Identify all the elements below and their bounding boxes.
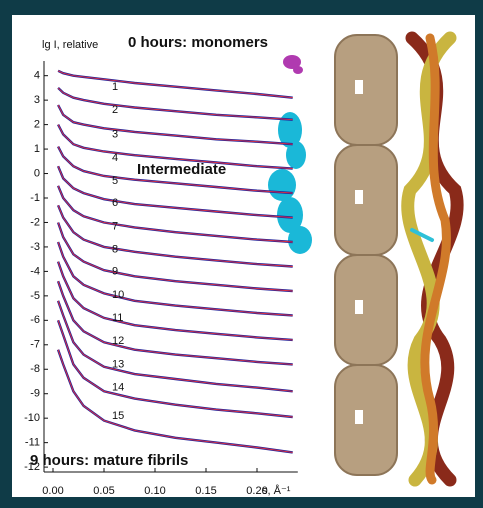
curve-label: 8 [112, 243, 118, 255]
curve-label: 14 [112, 382, 124, 394]
y-tick-label: 3 [34, 94, 40, 106]
curve-label: 6 [112, 197, 118, 209]
x-tick-label: 0.15 [195, 485, 216, 497]
y-tick-label: -9 [30, 388, 40, 400]
curve-label: 2 [112, 104, 118, 116]
x-tick-label: 0.05 [93, 485, 114, 497]
annotation-end: 9 hours: mature fibrils [30, 452, 188, 469]
y-tick-label: -4 [30, 265, 40, 277]
y-tick-label: -12 [24, 461, 40, 473]
y-tick-label: -6 [30, 314, 40, 326]
y-tick-label: 0 [34, 167, 40, 179]
annotation-start: 0 hours: monomers [128, 34, 268, 51]
y-tick-label: -11 [25, 437, 40, 449]
y-axis-label: lg I, relative [42, 39, 98, 51]
curve-label: 10 [112, 289, 124, 301]
x-tick-label: 0.20 [246, 485, 267, 497]
y-tick-label: -5 [30, 290, 40, 302]
figure: lg I, relative 0 hours: monomers Interme… [0, 0, 483, 503]
y-tick-label: -7 [30, 339, 40, 351]
y-tick-label: 2 [34, 119, 40, 131]
curve-label: 13 [112, 358, 124, 370]
curve-label: 7 [112, 220, 118, 232]
curve-label: 15 [112, 410, 124, 422]
y-tick-label: -1 [30, 192, 40, 204]
panel [12, 15, 475, 497]
y-tick-label: -8 [30, 363, 40, 375]
annotation-middle: Intermediate [137, 161, 226, 178]
curve-label: 11 [112, 312, 123, 324]
x-tick-label: 0.00 [42, 485, 63, 497]
y-tick-label: 1 [34, 143, 40, 155]
y-tick-label: 4 [34, 70, 40, 82]
curve-label: 5 [112, 175, 118, 187]
x-tick-label: 0.10 [144, 485, 165, 497]
curve-label: 3 [112, 129, 118, 141]
y-tick-label: -10 [24, 412, 40, 424]
curve-label: 9 [112, 266, 118, 278]
y-tick-label: -3 [30, 241, 40, 253]
curve-label: 12 [112, 335, 124, 347]
y-tick-label: -2 [30, 216, 40, 228]
curve-label: 1 [112, 81, 118, 93]
curve-label: 4 [112, 152, 118, 164]
